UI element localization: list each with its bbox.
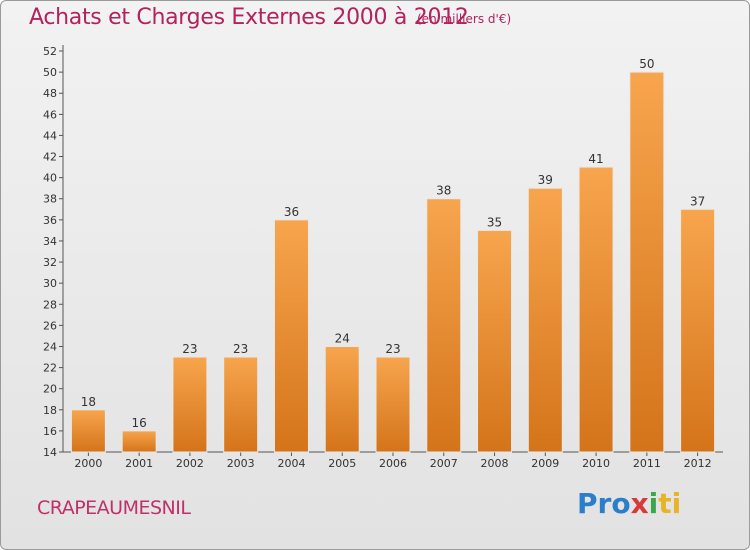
x-tick-label: 2008 [481, 457, 509, 470]
x-tick-label: 2002 [176, 457, 204, 470]
bar[interactable] [426, 198, 462, 453]
y-tick-label: 40 [43, 172, 57, 185]
y-tick-label: 28 [43, 298, 57, 311]
y-tick-label: 18 [43, 404, 57, 417]
bar-value-label: 23 [385, 342, 400, 356]
bar-value-label: 36 [284, 205, 299, 219]
chart-unit-note: (en milliers d'€) [417, 12, 512, 26]
logo-part: Pro [577, 487, 631, 520]
x-tick-label: 2000 [74, 457, 102, 470]
bar-value-label: 37 [690, 194, 705, 208]
x-tick-label: 2009 [531, 457, 559, 470]
x-tick-label: 2004 [277, 457, 305, 470]
x-tick-label: 2005 [328, 457, 356, 470]
y-tick-label: 52 [43, 45, 57, 58]
bar[interactable] [477, 229, 513, 453]
x-tick-label: 2007 [430, 457, 458, 470]
y-tick-label: 16 [43, 425, 57, 438]
bar-value-label: 24 [335, 331, 350, 345]
y-tick-label: 20 [43, 383, 57, 396]
y-tick-label: 38 [43, 193, 57, 206]
bar[interactable] [273, 219, 309, 453]
bar[interactable] [121, 430, 157, 453]
commune-name: CRAPEAUMESNIL [37, 497, 191, 519]
bar-value-label: 38 [436, 184, 451, 198]
y-tick-label: 36 [43, 214, 57, 227]
x-tick-label: 2003 [227, 457, 255, 470]
y-tick-label: 46 [43, 108, 57, 121]
bar-value-label: 23 [182, 342, 197, 356]
bar-value-label: 50 [639, 57, 654, 71]
bar[interactable] [375, 356, 411, 453]
bar-value-label: 39 [538, 173, 553, 187]
bar[interactable] [680, 208, 716, 453]
x-tick-label: 2001 [125, 457, 153, 470]
bar-value-label: 41 [588, 152, 603, 166]
bar[interactable] [172, 356, 208, 453]
y-tick-label: 26 [43, 319, 57, 332]
bar[interactable] [578, 166, 614, 453]
x-tick-label: 2012 [684, 457, 712, 470]
bar[interactable] [70, 409, 106, 453]
y-tick-label: 24 [43, 340, 57, 353]
logo-part: x [630, 487, 649, 520]
y-tick-label: 32 [43, 256, 57, 269]
y-tick-label: 22 [43, 362, 57, 375]
logo-part: ti [658, 487, 682, 520]
x-tick-label: 2011 [633, 457, 661, 470]
y-tick-label: 42 [43, 151, 57, 164]
y-tick-label: 48 [43, 87, 57, 100]
bar[interactable] [629, 71, 665, 453]
x-tick-label: 2010 [582, 457, 610, 470]
bar-value-label: 18 [81, 395, 96, 409]
y-tick-label: 30 [43, 277, 57, 290]
y-tick-label: 14 [43, 446, 57, 459]
bar-value-label: 35 [487, 215, 502, 229]
bar[interactable] [324, 345, 360, 453]
y-tick-label: 50 [43, 66, 57, 79]
bar[interactable] [527, 187, 563, 453]
logo-part: i [648, 487, 659, 520]
y-tick-label: 44 [43, 129, 57, 142]
chart-title: Achats et Charges Externes 2000 à 2012 [29, 5, 469, 30]
x-tick-label: 2006 [379, 457, 407, 470]
proxiti-logo[interactable]: Proxiti [577, 487, 681, 520]
bar-value-label: 16 [132, 416, 147, 430]
bar-value-label: 23 [233, 342, 248, 356]
bar[interactable] [223, 356, 259, 453]
y-tick-label: 34 [43, 235, 57, 248]
